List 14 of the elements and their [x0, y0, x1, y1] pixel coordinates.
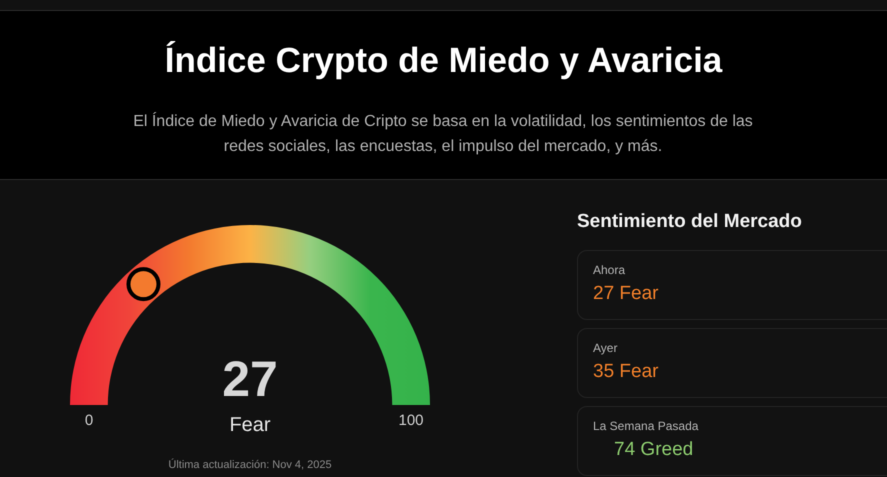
category-label: Ayer — [593, 341, 618, 355]
category-label: Ahora — [593, 263, 626, 277]
text: Sentimiento del Mercado — [577, 210, 803, 234]
text: Última actualización: Nov 4, 2025 — [167, 459, 333, 471]
text: 74 Greed — [614, 439, 694, 460]
text: El Índice de Miedo y Avaricia de Cripto se basa en la volatilidad, los sentimientos de las redes sociales, las encuestas, el impulso del mercado, y más. — [132, 111, 754, 157]
text: 35 Fear — [593, 361, 658, 382]
text: Índice Crypto de Miedo y Avaricia — [164, 41, 724, 81]
category-label: Fear — [228, 413, 272, 437]
text: 100 — [397, 412, 425, 430]
text: 27 Fear — [593, 283, 658, 304]
text: 0 — [84, 412, 94, 430]
category-label: La Semana Pasada — [593, 419, 698, 433]
data-label: 27 — [221, 350, 279, 408]
